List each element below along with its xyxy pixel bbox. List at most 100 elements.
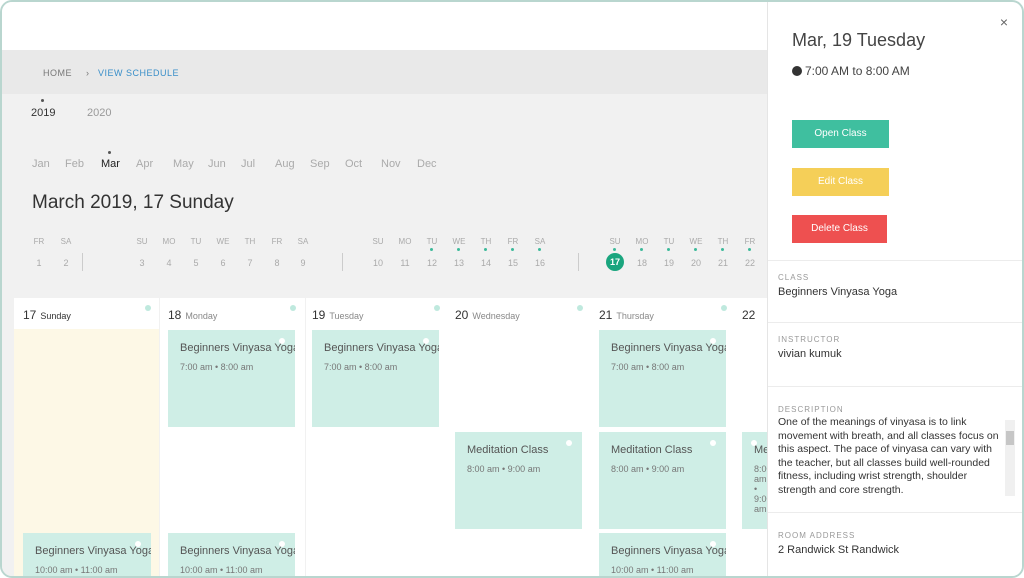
event-status-dot bbox=[710, 541, 716, 547]
class-value: Beginners Vinyasa Yoga bbox=[778, 286, 898, 298]
event-status-dot bbox=[566, 440, 572, 446]
year-2019[interactable]: 2019 bbox=[31, 107, 56, 119]
instructor-value: vivian kumuk bbox=[778, 348, 842, 360]
selected-month-dot bbox=[108, 151, 111, 154]
description-text: One of the meanings of vinyasa is to lin… bbox=[778, 416, 999, 496]
event-name: Meditation Class bbox=[754, 444, 767, 456]
month-mar[interactable]: Mar bbox=[101, 158, 120, 170]
column-date: 21 bbox=[599, 308, 613, 322]
day-13[interactable]: 13 bbox=[453, 258, 464, 268]
column-weekday: Sunday bbox=[40, 311, 71, 321]
event-name: Beginners Vinyasa Yoga bbox=[180, 545, 295, 557]
column-header-18[interactable]: 18 Monday bbox=[168, 308, 217, 322]
day-12[interactable]: 12 bbox=[426, 258, 437, 268]
event-status-dot bbox=[423, 338, 429, 344]
day-7[interactable]: 7 bbox=[247, 258, 253, 268]
month-sep[interactable]: Sep bbox=[310, 158, 330, 170]
column-header-17[interactable]: 17 Sunday bbox=[23, 308, 71, 322]
description-scrollbar[interactable] bbox=[1005, 420, 1015, 496]
month-oct[interactable]: Oct bbox=[345, 158, 363, 170]
day-label: MO bbox=[162, 237, 176, 246]
column-date: 20 bbox=[455, 308, 469, 322]
class-event-card[interactable]: Beginners Vinyasa Yoga 7:00 am • 8:00 am bbox=[168, 330, 295, 427]
day-18[interactable]: 18 bbox=[636, 258, 647, 268]
class-event-card[interactable]: Meditation Class 8:00 am • 9:00 am bbox=[742, 432, 767, 529]
event-time: 7:00 am • 8:00 am bbox=[324, 362, 398, 372]
event-indicator-dot bbox=[538, 248, 541, 251]
event-time: 8:00 am • 9:00 am bbox=[611, 464, 685, 474]
event-time: 7:00 am • 8:00 am bbox=[180, 362, 254, 372]
column-dot-indicator bbox=[577, 305, 583, 311]
day-15[interactable]: 15 bbox=[507, 258, 518, 268]
column-header-22[interactable]: 22 bbox=[742, 308, 759, 322]
day-6[interactable]: 6 bbox=[220, 258, 226, 268]
week-separator bbox=[342, 253, 343, 271]
close-icon[interactable]: × bbox=[999, 14, 1008, 30]
month-jul[interactable]: Jul bbox=[241, 158, 256, 170]
class-event-card[interactable]: Beginners Vinyasa Yoga 10:00 am • 11:00 a… bbox=[23, 533, 151, 576]
month-aug[interactable]: Aug bbox=[275, 158, 295, 170]
day-19[interactable]: 19 bbox=[663, 258, 674, 268]
day-8[interactable]: 8 bbox=[274, 258, 280, 268]
month-apr[interactable]: Apr bbox=[136, 158, 154, 170]
delete-class-button[interactable]: Delete Class bbox=[792, 215, 887, 243]
event-name: Beginners Vinyasa Yoga bbox=[324, 342, 439, 354]
event-status-dot bbox=[135, 541, 141, 547]
day-3[interactable]: 3 bbox=[139, 258, 145, 268]
day-22[interactable]: 22 bbox=[744, 258, 755, 268]
event-indicator-dot bbox=[511, 248, 514, 251]
event-indicator-dot bbox=[694, 248, 697, 251]
day-label: WE bbox=[452, 237, 466, 246]
column-header-20[interactable]: 20 Wednesday bbox=[455, 308, 520, 322]
day-2[interactable]: 2 bbox=[63, 258, 69, 268]
month-dec[interactable]: Dec bbox=[417, 158, 437, 170]
event-time: 10:00 am • 11:00 am bbox=[611, 565, 694, 575]
day-21[interactable]: 21 bbox=[717, 258, 728, 268]
class-event-card[interactable]: Meditation Class 8:00 am • 9:00 am bbox=[455, 432, 582, 529]
breadcrumb-current: VIEW SCHEDULE bbox=[98, 68, 180, 78]
column-header-19[interactable]: 19 Tuesday bbox=[312, 308, 364, 322]
day-16[interactable]: 16 bbox=[534, 258, 545, 268]
week-separator bbox=[578, 253, 579, 271]
day-17-today[interactable]: 17 bbox=[606, 253, 624, 271]
day-label: FR bbox=[507, 237, 519, 246]
event-status-dot bbox=[279, 541, 285, 547]
month-feb[interactable]: Feb bbox=[65, 158, 84, 170]
day-label: MO bbox=[635, 237, 649, 246]
class-event-card[interactable]: Meditation Class 8:00 am • 9:00 am bbox=[599, 432, 726, 529]
event-indicator-dot bbox=[640, 248, 643, 251]
event-status-dot bbox=[710, 440, 716, 446]
day-5[interactable]: 5 bbox=[193, 258, 199, 268]
day-20[interactable]: 20 bbox=[690, 258, 701, 268]
day-14[interactable]: 14 bbox=[480, 258, 491, 268]
column-header-21[interactable]: 21 Thursday bbox=[599, 308, 654, 322]
day-9[interactable]: 9 bbox=[300, 258, 306, 268]
class-event-card[interactable]: Beginners Vinyasa Yoga 7:00 am • 8:00 am bbox=[312, 330, 439, 427]
clock-icon bbox=[792, 66, 802, 76]
edit-class-button[interactable]: Edit Class bbox=[792, 168, 889, 196]
open-class-button[interactable]: Open Class bbox=[792, 120, 889, 148]
class-event-card[interactable]: Beginners Vinyasa Yoga 10:00 am • 11:00 a… bbox=[599, 533, 726, 576]
event-status-dot bbox=[751, 440, 757, 446]
day-1[interactable]: 1 bbox=[36, 258, 42, 268]
breadcrumb-home[interactable]: HOME bbox=[43, 68, 72, 78]
day-11[interactable]: 11 bbox=[400, 258, 410, 268]
month-jan[interactable]: Jan bbox=[32, 158, 50, 170]
event-indicator-dot bbox=[667, 248, 670, 251]
event-status-dot bbox=[279, 338, 285, 344]
event-status-dot bbox=[710, 338, 716, 344]
year-2020[interactable]: 2020 bbox=[87, 107, 112, 119]
day-4[interactable]: 4 bbox=[166, 258, 172, 268]
event-time: 8:00 am • 9:00 am bbox=[754, 464, 767, 514]
day-label: TU bbox=[190, 237, 202, 246]
month-nov[interactable]: Nov bbox=[381, 158, 401, 170]
day-10[interactable]: 10 bbox=[372, 258, 383, 268]
event-time: 7:00 am • 8:00 am bbox=[611, 362, 685, 372]
panel-time: 7:00 AM to 8:00 AM bbox=[805, 64, 910, 78]
month-jun[interactable]: Jun bbox=[208, 158, 226, 170]
class-event-card[interactable]: Beginners Vinyasa Yoga 10:00 am • 11:00 a… bbox=[168, 533, 295, 576]
column-dot-indicator bbox=[434, 305, 440, 311]
month-may[interactable]: May bbox=[173, 158, 194, 170]
week-separator bbox=[82, 253, 83, 271]
class-event-card[interactable]: Beginners Vinyasa Yoga 7:00 am • 8:00 am bbox=[599, 330, 726, 427]
